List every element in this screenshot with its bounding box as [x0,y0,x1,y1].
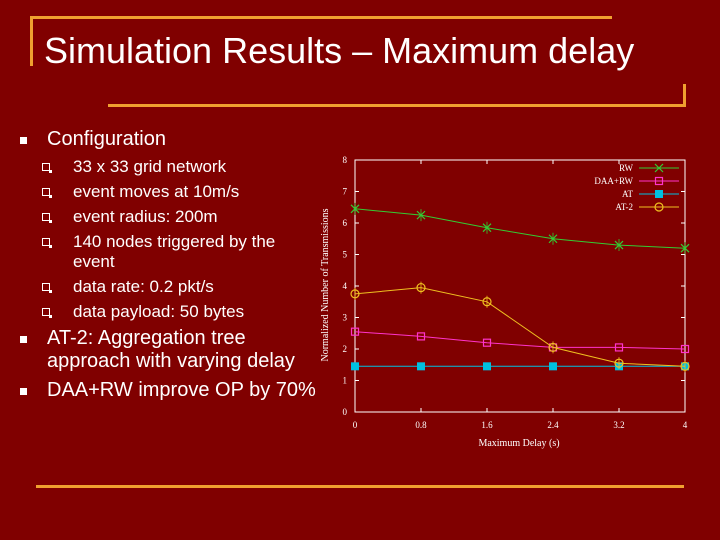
bullet-configuration: Configuration [20,128,320,151]
sub-bullet-text: event radius: 200m [73,207,218,226]
x-tick-label: 2.4 [547,420,559,430]
legend-marker [655,190,663,198]
x-tick-label: 0.8 [415,420,427,430]
page-title: Simulation Results – Maximum delay [44,30,635,71]
bullet-text: Configuration [47,128,166,150]
data-point [614,240,624,250]
y-tick-label: 3 [343,313,348,323]
data-point [350,327,360,336]
bullet-at2: AT-2: Aggregation tree approach with var… [20,327,320,373]
hollow-square-bullet-icon [42,188,52,198]
sub-bullet-radius: event radius: 200m [20,207,320,227]
chart-legend: RW DAA+RW AT AT-2 [594,163,679,212]
y-tick-label: 1 [343,376,348,386]
title-frame-right [683,84,686,107]
data-point [350,289,360,299]
sub-bullet-grid: 33 x 33 grid network [20,157,320,177]
y-tick-label: 6 [343,218,348,228]
sub-bullet-nodes: 140 nodes triggered by the event [20,232,320,272]
legend-marker [654,176,664,186]
hollow-square-bullet-icon [42,308,52,318]
x-tick-label: 4 [683,420,688,430]
y-tick-label: 5 [343,250,348,260]
data-point [351,362,359,371]
chart-ticks: 0 1 2 3 4 5 6 7 8 0 0.8 1.6 2.4 3.2 4 [343,155,688,430]
sub-bullet-text: data payload: 50 bytes [73,302,245,321]
plot-frame [354,159,686,413]
data-point [483,362,491,371]
legend-label: RW [619,163,634,173]
sub-bullet-text: data rate: 0.2 pkt/s [73,277,214,296]
legend-marker [654,202,664,212]
x-tick-label: 1.6 [481,420,493,430]
sub-bullet-rate: data rate: 0.2 pkt/s [20,277,320,297]
data-point [614,343,624,352]
hollow-square-bullet-icon [42,213,52,223]
x-tick-label: 0 [353,420,358,430]
legend-label: AT [622,189,634,199]
data-point [680,344,690,354]
title-frame-top [30,16,612,19]
x-tick-label: 3.2 [613,420,624,430]
bullet-list: Configuration 33 x 33 grid network event… [20,128,320,408]
series-line-rw [354,208,686,249]
data-point [416,332,426,341]
y-tick-label: 7 [343,187,348,197]
footer-line [36,485,684,488]
sub-bullet-payload: data payload: 50 bytes [20,302,320,322]
chart-series [350,202,690,373]
data-point [549,362,557,371]
hollow-square-bullet-icon [42,238,52,248]
data-point [548,234,558,244]
sub-bullet-speed: event moves at 10m/s [20,182,320,202]
sub-bullet-text: event moves at 10m/s [73,182,240,201]
series-line-at-2 [354,287,686,367]
data-point [416,210,426,220]
data-point [417,362,425,371]
y-tick-label: 4 [343,281,348,291]
y-tick-label: 2 [343,344,348,354]
data-point [680,243,690,253]
data-point [680,361,690,371]
data-point [416,282,426,293]
hollow-square-bullet-icon [42,283,52,293]
series-line-daa-rw [354,331,686,350]
data-point [482,297,492,307]
bullet-improvement: DAA+RW improve OP by 70% [20,379,320,402]
hollow-square-bullet-icon [42,163,52,173]
title-frame-bottom [108,104,686,107]
legend-label: DAA+RW [594,176,633,186]
data-point [350,204,360,214]
data-point [482,338,492,347]
data-point [482,223,492,233]
legend-label: AT-2 [615,202,633,212]
chart-axes [354,159,686,413]
x-axis-label: Maximum Delay (s) [478,438,559,449]
sub-bullet-text: 33 x 33 grid network [73,157,227,176]
data-point [548,342,558,353]
bullet-text: AT-2: Aggregation tree approach with var… [47,327,295,372]
title-frame-left [30,16,33,66]
square-bullet-icon [20,388,27,395]
square-bullet-icon [20,336,27,343]
legend-marker [654,163,664,173]
y-tick-label: 0 [343,407,348,417]
bullet-text: DAA+RW improve OP by 70% [47,379,316,401]
data-point [614,358,624,368]
sub-bullet-text: 140 nodes triggered by the event [73,232,276,271]
y-axis-label: Normalized Number of Transmissions [320,208,331,361]
line-chart: 0 1 2 3 4 5 6 7 8 0 0.8 1.6 2.4 3.2 4 RW DAA+RW AT AT-2 M… [320,155,690,449]
square-bullet-icon [20,137,27,144]
y-tick-label: 8 [343,155,348,165]
